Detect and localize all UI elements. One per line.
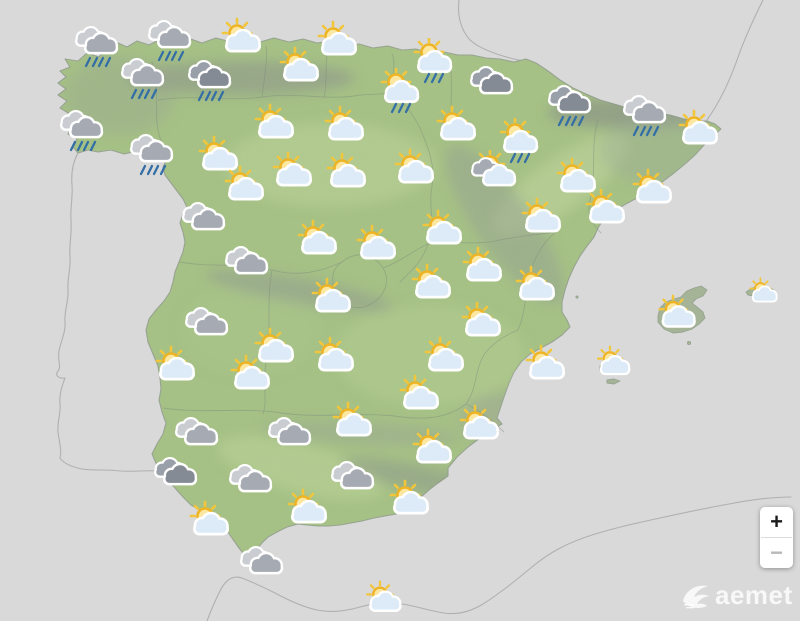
africa-coastline (206, 496, 792, 621)
cabrera-island (686, 340, 692, 346)
zoom-in-button[interactable]: + (760, 507, 793, 537)
columbretes-island (575, 295, 579, 299)
portugal-coastline (56, 152, 160, 472)
map-zoom-control: + − (760, 507, 793, 568)
france-coastline-mediterranean (706, 0, 764, 121)
zoom-control-divider (761, 537, 792, 538)
aemet-logo: aemet (681, 581, 793, 609)
formentera-island (606, 378, 621, 385)
aemet-logo-text: aemet (715, 580, 793, 610)
zoom-out-button[interactable]: − (760, 538, 793, 568)
aemet-logo-icon (683, 585, 709, 609)
